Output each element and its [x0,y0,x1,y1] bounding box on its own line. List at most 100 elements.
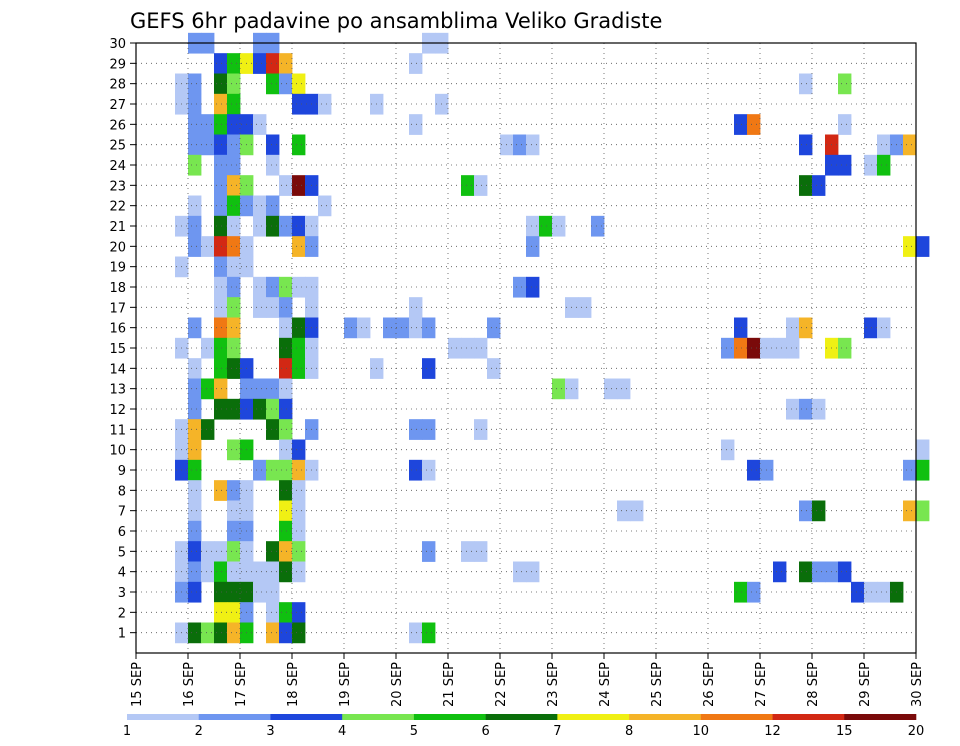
heatmap-cell [201,114,215,135]
x-tick-label: 15 SEP [130,662,145,707]
colorbar-label: 10 [693,724,710,739]
heatmap-cell [279,53,293,74]
heatmap-cell [279,378,293,400]
heatmap-cell [227,358,241,379]
heatmap-cell [253,114,267,135]
heatmap-cell [461,541,475,562]
heatmap-cell [903,500,917,522]
heatmap-cell [838,73,852,95]
heatmap-cell [253,195,267,217]
heatmap-cell [214,154,228,176]
heatmap-cell [526,236,540,257]
colorbar-label: 5 [410,724,418,739]
heatmap-cell [903,236,917,257]
heatmap-cell [279,500,293,522]
heatmap-cell [916,459,930,481]
heatmap-cell [266,398,280,420]
heatmap-cell [253,581,267,603]
heatmap-cell [266,154,280,176]
heatmap-cell [188,480,202,501]
heatmap-cell [227,480,241,501]
heatmap-cell [188,134,202,156]
heatmap-cell [253,297,267,318]
heatmap-cell [266,378,280,400]
colorbar-label: 12 [764,724,781,739]
heatmap-cell [812,175,826,196]
y-tick-label: 4 [118,566,126,581]
heatmap-cell [799,134,813,156]
heatmap-cell [292,622,306,644]
heatmap-cell [214,358,228,379]
heatmap-cell [214,114,228,135]
y-tick-label: 23 [109,179,126,194]
heatmap-cell [227,215,241,237]
heatmap-cell [188,500,202,522]
heatmap-cell [721,337,735,359]
heatmap-cell [357,317,371,339]
heatmap-cell [474,175,488,196]
heatmap-cell [877,154,891,176]
heatmap-cell [292,73,306,95]
heatmap-cell [747,114,761,135]
y-tick-label: 8 [118,484,126,499]
heatmap-cell [812,561,826,583]
heatmap-cell [227,114,241,135]
heatmap-cell [279,439,293,461]
heatmap-cell [214,215,228,237]
heatmap-cell [188,358,202,379]
heatmap-cell [409,53,423,74]
heatmap-cell [617,500,631,522]
y-tick-label: 29 [109,57,126,72]
heatmap-cell [253,561,267,583]
heatmap-cell [188,378,202,400]
heatmap-cell [838,154,852,176]
heatmap-cell [474,419,488,440]
heatmap-cell [799,398,813,420]
heatmap-cell [188,398,202,420]
heatmap-cell [292,561,306,583]
heatmap-cell [188,236,202,257]
heatmap-cell [786,337,800,359]
colorbar-label: 4 [338,724,346,739]
y-tick-label: 16 [109,322,126,337]
heatmap-cell [851,581,865,603]
heatmap-cell [292,541,306,562]
y-tick-label: 11 [109,423,126,438]
y-tick-label: 30 [109,37,126,52]
heatmap-cell [721,439,735,461]
heatmap-cell [786,317,800,339]
colorbar-label: 7 [553,724,561,739]
heatmap-cell [227,337,241,359]
heatmap-cell [734,114,748,135]
heatmap-cell [188,581,202,603]
heatmap-cell [214,276,228,298]
heatmap-cell [188,520,202,542]
heatmap-cell [188,419,202,440]
heatmap-cell [188,317,202,339]
y-tick-label: 22 [109,200,126,215]
heatmap-cell [214,195,228,217]
y-tick-label: 10 [109,444,126,459]
heatmap-cell [279,175,293,196]
x-tick-label: 25 SEP [650,662,665,707]
heatmap-cell [227,581,241,603]
heatmap-cell [188,459,202,481]
heatmap-cell [188,154,202,176]
heatmap-cell [734,317,748,339]
heatmap-cell [214,317,228,339]
heatmap-cell [409,114,423,135]
x-tick-label: 18 SEP [286,662,301,707]
y-tick-label: 25 [109,139,126,154]
heatmap-cell [227,561,241,583]
heatmap-cell [227,73,241,95]
heatmap-cell [188,622,202,644]
heatmap-cell [864,154,878,176]
heatmap-cell [214,134,228,156]
heatmap-cell [279,337,293,359]
heatmap-cell [214,561,228,583]
colorbar-segment [342,714,415,720]
heatmap-cell [916,500,930,522]
heatmap-cell [253,459,267,481]
y-tick-label: 18 [109,281,126,296]
heatmap-cell [253,378,267,400]
